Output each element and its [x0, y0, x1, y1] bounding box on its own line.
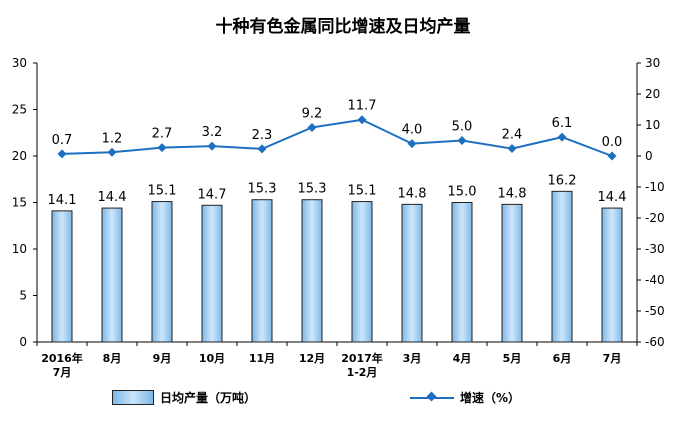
x-axis-tick-label: 2017年 — [341, 351, 383, 365]
x-axis-tick-label: 6月 — [553, 352, 572, 365]
bar — [301, 199, 323, 343]
x-axis-tick-label: 1-2月 — [347, 366, 378, 379]
line-point — [607, 151, 617, 161]
left-axis-tick-label: 10 — [12, 242, 27, 256]
bar — [601, 207, 623, 343]
left-axis-tick-label: 5 — [19, 289, 27, 303]
bar-data-label: 16.2 — [548, 173, 577, 188]
line-point — [307, 122, 317, 132]
bar-data-label: 15.1 — [348, 184, 377, 199]
line-point — [457, 136, 467, 145]
line-data-label: 11.7 — [348, 99, 377, 114]
right-axis-tick-label: -40 — [645, 273, 665, 287]
x-axis-tick-label: 4月 — [453, 352, 472, 365]
bar-data-label: 15.0 — [448, 185, 477, 200]
line-point — [107, 147, 117, 157]
right-axis-tick-label: 10 — [645, 118, 660, 132]
bar — [251, 199, 273, 343]
line-data-label: 2.4 — [502, 128, 523, 143]
legend-line-swatch — [410, 391, 454, 404]
growth-line — [61, 118, 613, 157]
right-axis-tick-label: -60 — [645, 335, 665, 349]
bar-data-label: 15.3 — [248, 182, 277, 197]
legend-item-line: 增速（%） — [410, 389, 520, 406]
right-axis-tick-label: -30 — [645, 242, 665, 256]
line-data-label: 3.2 — [202, 125, 223, 140]
x-axis-tick-label: 12月 — [299, 352, 325, 365]
line-point — [357, 115, 367, 125]
x-axis-tick-label: 2016年 — [41, 351, 83, 365]
x-axis-tick-label: 3月 — [403, 352, 422, 365]
line-point — [407, 139, 417, 149]
bar-data-label: 14.4 — [98, 190, 127, 205]
left-axis-tick-label: 15 — [12, 196, 27, 210]
line-data-label: 0.0 — [602, 135, 623, 150]
bar — [151, 201, 173, 343]
left-axis-tick-label: 20 — [12, 149, 27, 163]
line-data-label: 2.3 — [252, 128, 273, 143]
line-point — [557, 132, 567, 142]
bar-data-label: 14.1 — [48, 193, 77, 208]
bar-data-label: 15.1 — [148, 184, 177, 199]
left-axis-tick-label: 30 — [12, 56, 27, 70]
line-point — [157, 143, 167, 153]
right-axis-tick-label: 0 — [645, 149, 653, 163]
x-axis-tick-label: 10月 — [199, 352, 225, 365]
legend-bar-swatch — [112, 390, 154, 405]
bar — [451, 202, 473, 343]
line-point — [57, 149, 67, 159]
bar — [401, 203, 423, 343]
x-axis-tick-label: 9月 — [153, 352, 172, 365]
right-axis-tick-label: 20 — [645, 87, 660, 101]
right-axis-tick-label: -20 — [645, 211, 665, 225]
line-point — [507, 144, 517, 154]
legend-item-bar: 日均产量（万吨） — [112, 389, 256, 406]
x-axis-tick-label: 7月 — [53, 366, 72, 379]
bar-data-label: 15.3 — [298, 182, 327, 197]
line-data-label: 5.0 — [452, 120, 473, 135]
right-axis-tick-label: -10 — [645, 180, 665, 194]
line-data-label: 0.7 — [52, 133, 73, 148]
bar-data-label: 14.4 — [598, 190, 627, 205]
line-data-label: 4.0 — [402, 123, 423, 138]
bar — [201, 204, 223, 343]
right-axis-tick-label: 30 — [645, 56, 660, 70]
bar — [351, 201, 373, 343]
x-axis-tick-label: 11月 — [249, 352, 275, 365]
chart-title: 十种有色金属同比增速及日均产量 — [215, 17, 471, 37]
line-point — [207, 141, 217, 151]
x-axis-tick-label: 5月 — [503, 352, 522, 365]
bar-data-label: 14.8 — [398, 186, 427, 201]
line-data-label: 2.7 — [152, 127, 173, 142]
left-axis-tick-label: 25 — [12, 103, 27, 117]
left-axis-tick-label: 0 — [19, 335, 27, 349]
right-axis-tick-label: -50 — [645, 304, 665, 318]
x-axis-tick-label: 8月 — [103, 352, 122, 365]
line-data-label: 9.2 — [302, 106, 323, 121]
bar-data-label: 14.8 — [498, 186, 527, 201]
legend-bar-label: 日均产量（万吨） — [160, 391, 257, 405]
bar — [101, 207, 123, 343]
bar-data-label: 14.7 — [198, 187, 227, 202]
line-data-label: 1.2 — [102, 131, 123, 146]
bar — [51, 210, 73, 343]
legend-line-label: 增速（%） — [460, 391, 521, 405]
line-data-label: 6.1 — [552, 116, 573, 131]
bar — [501, 203, 523, 343]
x-axis-tick-label: 7月 — [603, 352, 622, 365]
line-point — [257, 144, 267, 154]
bar — [551, 190, 573, 343]
